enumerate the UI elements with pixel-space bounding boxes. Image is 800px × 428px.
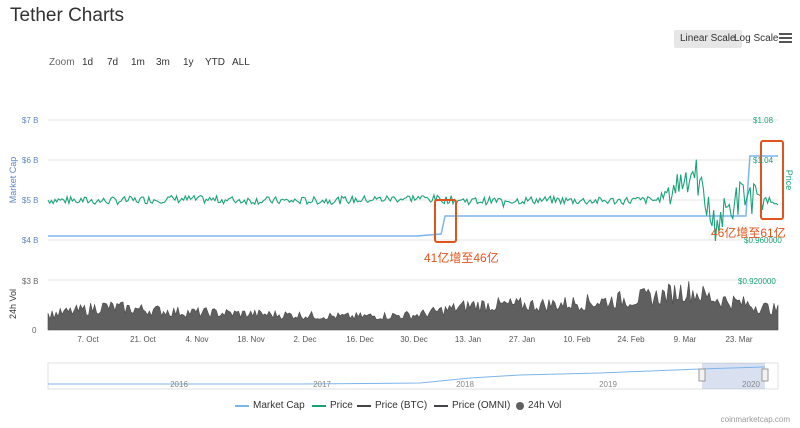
x-tick-label: 13. Jan — [455, 335, 481, 344]
navigator-year-label: 2020 — [742, 380, 760, 389]
x-tick-label: 27. Jan — [509, 335, 535, 344]
zoom-all-button[interactable]: ALL — [232, 57, 250, 68]
right-axis-title: Price — [784, 170, 794, 191]
navigator-year-label: 2018 — [456, 380, 474, 389]
zoom-1y-button[interactable]: 1y — [183, 57, 194, 68]
navigator-track — [47, 362, 779, 390]
x-tick-label: 4. Nov — [185, 335, 208, 344]
price-line — [47, 159, 779, 242]
left-axis-title: Market Cap — [8, 157, 18, 204]
right-tick-label: $0.960000 — [744, 236, 782, 245]
x-axis-labels: 7. Oct 21. Oct 4. Nov 18. Nov 2. Dec 16.… — [77, 335, 753, 344]
x-tick-label: 24. Feb — [617, 335, 645, 344]
zoom-label: Zoom — [49, 57, 75, 68]
legend-item-price-omni[interactable]: Price (OMNI) — [434, 400, 510, 411]
left-tick-label: $6 B — [22, 156, 38, 165]
x-tick-label: 23. Mar — [725, 335, 752, 344]
zoom-3m-button[interactable]: 3m — [156, 57, 170, 68]
navigator-year-label: 2017 — [313, 380, 331, 389]
annotation-box-left — [434, 199, 457, 243]
legend-item-price-btc[interactable]: Price (BTC) — [357, 400, 427, 411]
legend-line-icon — [357, 404, 371, 407]
volume-tick-label: $3 B — [22, 277, 38, 286]
zoom-ytd-button[interactable]: YTD — [205, 57, 225, 68]
navigator-year-label: 2016 — [170, 380, 188, 389]
market-cap-line — [48, 155, 778, 237]
legend-line-icon — [235, 404, 249, 407]
legend-label: 24h Vol — [528, 400, 562, 411]
x-tick-label: 2. Dec — [293, 335, 316, 344]
legend-label: Price (OMNI) — [452, 400, 511, 411]
right-tick-label: $1.04 — [753, 156, 774, 165]
navigator-handle-right[interactable] — [761, 368, 769, 382]
right-tick-label: $0.920000 — [738, 277, 776, 286]
x-tick-label: 7. Oct — [77, 335, 99, 344]
x-tick-label: 9. Mar — [674, 335, 697, 344]
hamburger-menu-icon[interactable] — [779, 31, 792, 45]
legend-item-market-cap[interactable]: Market Cap — [235, 400, 305, 411]
navigator-handle-left[interactable] — [698, 368, 706, 382]
left-tick-label: $4 B — [22, 236, 38, 245]
x-tick-label: 10. Feb — [563, 335, 591, 344]
log-scale-button[interactable]: Log Scale — [734, 33, 779, 44]
volume-area — [47, 281, 779, 331]
navigator-year-label: 2019 — [599, 380, 617, 389]
legend-item-24h-vol[interactable]: 24h Vol — [516, 400, 561, 411]
legend-dot-icon — [516, 401, 524, 410]
annotation-box-right — [760, 140, 784, 220]
legend-label: Price — [330, 400, 353, 411]
navigator-series — [48, 366, 766, 385]
x-tick-label: 30. Dec — [400, 335, 428, 344]
zoom-1d-button[interactable]: 1d — [82, 57, 94, 68]
legend-label: Price (BTC) — [375, 400, 428, 411]
linear-scale-button[interactable]: Linear Scale — [674, 30, 742, 48]
volume-tick-label: 0 — [32, 326, 37, 335]
credit-text: coinmarketcap.com — [720, 415, 790, 424]
legend-label: Market Cap — [253, 400, 305, 411]
navigator[interactable]: 2016 2017 2018 2019 2020 — [47, 362, 779, 390]
legend-item-price[interactable]: Price — [312, 400, 353, 411]
left-tick-label: $5 B — [22, 196, 38, 205]
x-tick-label: 18. Nov — [237, 335, 265, 344]
left-tick-label: $7 B — [22, 116, 38, 125]
x-tick-label: 16. Dec — [346, 335, 374, 344]
zoom-1m-button[interactable]: 1m — [131, 57, 145, 68]
x-tick-label: 21. Oct — [130, 335, 157, 344]
legend-line-icon — [312, 404, 326, 407]
right-tick-label: $1.08 — [753, 116, 774, 125]
navigator-labels: 2016 2017 2018 2019 2020 — [170, 380, 760, 389]
volume-axis-title: 24h Vol — [8, 289, 18, 319]
annotation-text-left: 41亿增至46亿 — [424, 250, 499, 265]
page-title: Tether Charts — [10, 5, 125, 26]
zoom-7d-button[interactable]: 7d — [107, 57, 119, 68]
legend-line-icon — [434, 404, 448, 407]
annotation-text-right: 46亿增至61亿 — [711, 225, 786, 240]
